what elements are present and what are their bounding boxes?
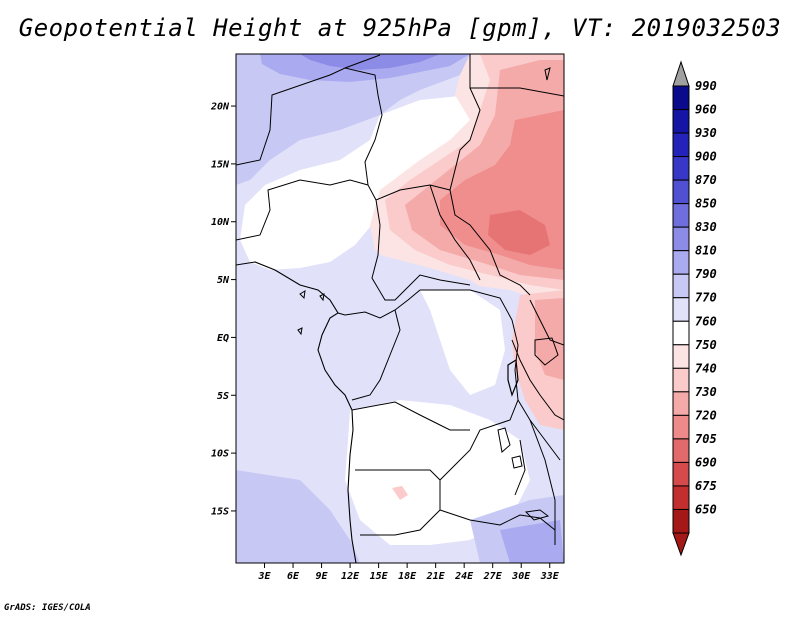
field-patch: [236, 54, 564, 185]
colorbar-label: 720: [695, 408, 717, 422]
country-borders: [236, 54, 564, 563]
lon-tick-label: 15E: [370, 571, 389, 582]
colorbar-swatch: [672, 508, 690, 534]
lon-tick-label: 21E: [426, 571, 446, 582]
colorbar-label: 740: [695, 361, 717, 375]
colorbar-label: 810: [695, 244, 717, 258]
colorbar-swatch: [672, 250, 690, 275]
colorbar-label: 850: [695, 197, 717, 211]
colorbar-swatch: [672, 485, 690, 510]
grads-credit: GrADS: IGES/COLA: [4, 603, 91, 613]
colorbar-swatch: [672, 391, 690, 416]
colorbar-swatch: [672, 344, 690, 369]
lat-tick-label: 5N: [217, 275, 230, 286]
colorbar-label: 870: [695, 173, 717, 187]
colorbar-label: 750: [695, 338, 717, 352]
lon-tick-label: 33E: [540, 571, 560, 582]
field-patch: [488, 210, 550, 255]
colorbar-label: 760: [695, 314, 717, 328]
colorbar-label: 790: [695, 267, 717, 281]
colorbar-swatch: [672, 132, 690, 158]
colorbar-swatch: [672, 438, 690, 463]
colorbar-label: 705: [695, 432, 717, 446]
lon-tick-label: 30E: [511, 571, 531, 582]
lon-tick-label: 3E: [257, 571, 271, 582]
colorbar-label: 830: [695, 220, 717, 234]
colorbar-label: 675: [695, 479, 717, 493]
colorbar-label: 930: [695, 126, 717, 140]
lon-tick-label: 24E: [454, 571, 474, 582]
colorbar-swatch: [672, 320, 690, 346]
colorbar-swatch: [672, 156, 690, 181]
lat-tick-label: 10N: [211, 217, 230, 228]
field-patch: [345, 400, 530, 545]
colorbar: 990 960 930 900 870 850 830 810 790 770 760 750 740 7…: [672, 60, 717, 557]
latitude-axis: 20N 15N 10N 5N EQ 5S 10S 15S: [210, 102, 236, 517]
colorbar-label: 960: [695, 103, 717, 117]
lat-tick-label: 20N: [210, 102, 230, 113]
colorbar-swatch: [672, 461, 690, 487]
lat-tick-label: 10S: [211, 449, 229, 460]
colorbar-swatch: [672, 109, 690, 134]
colorbar-swatch: [672, 297, 690, 322]
colorbar-label: 690: [695, 455, 717, 469]
colorbar-bottom-arrow: [672, 532, 690, 557]
field-patch: [300, 54, 440, 70]
field-patch: [236, 470, 360, 563]
field-patch: [240, 95, 500, 270]
map-title: Geopotential Height at 925hPa [gpm], VT:…: [18, 14, 782, 42]
colorbar-swatch: [672, 226, 690, 252]
longitude-axis: 3E 6E 9E 12E 15E 18E 21E 24E 27E 30E 33E: [257, 563, 560, 582]
lat-tick-label: 15S: [211, 506, 229, 517]
height-field: [236, 54, 564, 563]
colorbar-swatch: [672, 203, 690, 228]
lat-tick-label: 15N: [211, 159, 230, 170]
colorbar-swatch: [672, 414, 690, 440]
field-patch: [420, 290, 505, 395]
colorbar-swatch: [672, 273, 690, 299]
lon-tick-label: 27E: [483, 571, 503, 582]
colorbar-swatch: [672, 85, 690, 111]
lat-tick-label: EQ: [217, 333, 229, 344]
lat-tick-label: 5S: [217, 391, 229, 402]
colorbar-label: 770: [695, 291, 717, 305]
lon-tick-label: 12E: [341, 571, 360, 582]
colorbar-label: 900: [695, 150, 717, 164]
lon-tick-label: 6E: [287, 571, 300, 582]
field-patch: [392, 486, 408, 500]
colorbar-label: 990: [695, 79, 717, 93]
colorbar-top-arrow: [672, 60, 690, 87]
lon-tick-label: 9E: [316, 571, 329, 582]
colorbar-label: 650: [695, 502, 717, 516]
lon-tick-label: 18E: [398, 571, 417, 582]
colorbar-swatch: [672, 179, 690, 205]
colorbar-label: 730: [695, 385, 717, 399]
plot-frame: [235, 53, 565, 564]
colorbar-swatch: [672, 367, 690, 393]
field-patch: [500, 520, 564, 563]
